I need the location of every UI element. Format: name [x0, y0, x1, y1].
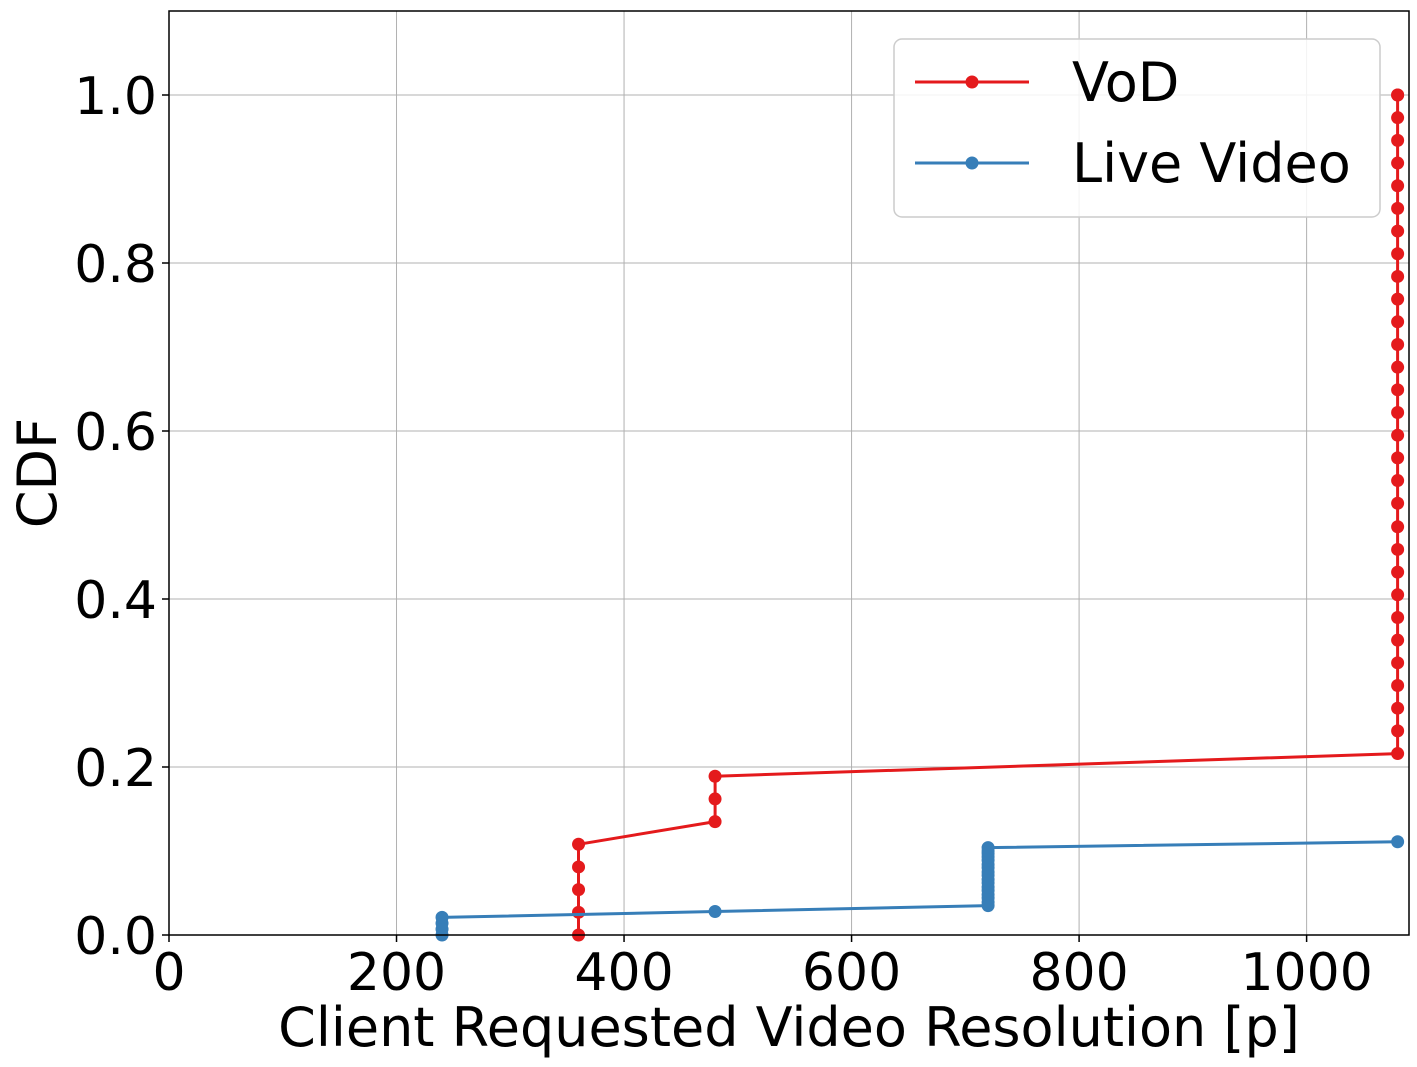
series-1-point-4 [708, 904, 722, 918]
x-tick-label-5: 1000 [1240, 943, 1372, 1003]
series-0-point-4 [572, 837, 586, 851]
series-0-point-17 [1391, 542, 1405, 556]
series-0-point-16 [1391, 565, 1405, 579]
series-0-point-19 [1391, 496, 1405, 510]
series-0-point-33 [1391, 179, 1405, 193]
y-tick-label-5: 1.0 [74, 67, 157, 127]
series-0-point-21 [1391, 451, 1405, 465]
series-0-point-36 [1391, 111, 1405, 125]
series-0-point-25 [1391, 360, 1405, 374]
series-1 [435, 835, 1405, 942]
series-1-point-3 [435, 910, 449, 924]
y-tick-label-3: 0.6 [74, 403, 157, 463]
x-axis-ticks: 0 200 400 600 800 1000 [152, 935, 1373, 1003]
x-tick-label-3: 600 [802, 943, 901, 1003]
series-0-point-28 [1391, 292, 1405, 306]
series-layer [435, 88, 1405, 942]
series-0-point-14 [1391, 610, 1405, 624]
y-tick-label-4: 0.8 [74, 235, 157, 295]
series-0-point-34 [1391, 156, 1405, 170]
series-0-point-2 [572, 883, 586, 897]
series-line-1 [440, 840, 1398, 935]
x-tick-label-0: 0 [152, 943, 185, 1003]
series-0-point-24 [1391, 383, 1405, 397]
x-tick-label-2: 400 [574, 943, 673, 1003]
legend: VoD Live Video [893, 38, 1381, 218]
y-tick-label-0: 0.0 [74, 907, 157, 967]
legend-label-0: VoD [1072, 51, 1179, 114]
y-tick-label-1: 0.2 [74, 739, 157, 799]
series-0-point-23 [1391, 406, 1405, 420]
series-0-point-6 [708, 792, 722, 806]
series-0-point-18 [1391, 520, 1405, 534]
x-tick-label-1: 200 [347, 943, 446, 1003]
series-0 [572, 88, 1405, 942]
series-0-point-30 [1391, 247, 1405, 261]
series-1-point-22 [1391, 835, 1405, 849]
y-tick-label-2: 0.4 [74, 571, 157, 631]
legend-swatch-marker-0 [965, 75, 979, 89]
series-1-point-21 [981, 841, 995, 855]
series-0-point-9 [1391, 724, 1405, 738]
series-0-point-13 [1391, 633, 1405, 647]
y-axis-ticks: 0.0 0.2 0.4 0.6 0.8 1.0 [74, 67, 169, 967]
plot-frame [168, 10, 1410, 936]
series-0-point-12 [1391, 656, 1405, 670]
series-0-point-20 [1391, 474, 1405, 488]
series-0-point-5 [708, 815, 722, 829]
series-0-point-31 [1391, 224, 1405, 238]
series-0-point-15 [1391, 588, 1405, 602]
series-0-point-32 [1391, 201, 1405, 215]
series-0-point-26 [1391, 337, 1405, 351]
series-0-point-10 [1391, 701, 1405, 715]
series-0-point-11 [1391, 679, 1405, 693]
legend-label-1: Live Video [1072, 132, 1351, 195]
legend-swatch-marker-1 [965, 156, 979, 170]
x-axis-label: Client Requested Video Resolution [p] [278, 996, 1300, 1059]
series-0-point-35 [1391, 133, 1405, 147]
series-0-point-27 [1391, 315, 1405, 329]
series-0-point-38 [1391, 88, 1405, 102]
series-0-point-1 [572, 905, 586, 919]
series-0-point-29 [1391, 269, 1405, 283]
y-axis-label: CDF [6, 418, 69, 528]
series-0-point-22 [1391, 428, 1405, 442]
series-0-point-8 [1391, 747, 1405, 761]
series-0-point-3 [572, 860, 586, 874]
series-line-0 [577, 95, 1400, 935]
x-tick-label-4: 800 [1029, 943, 1128, 1003]
series-0-point-7 [708, 769, 722, 783]
